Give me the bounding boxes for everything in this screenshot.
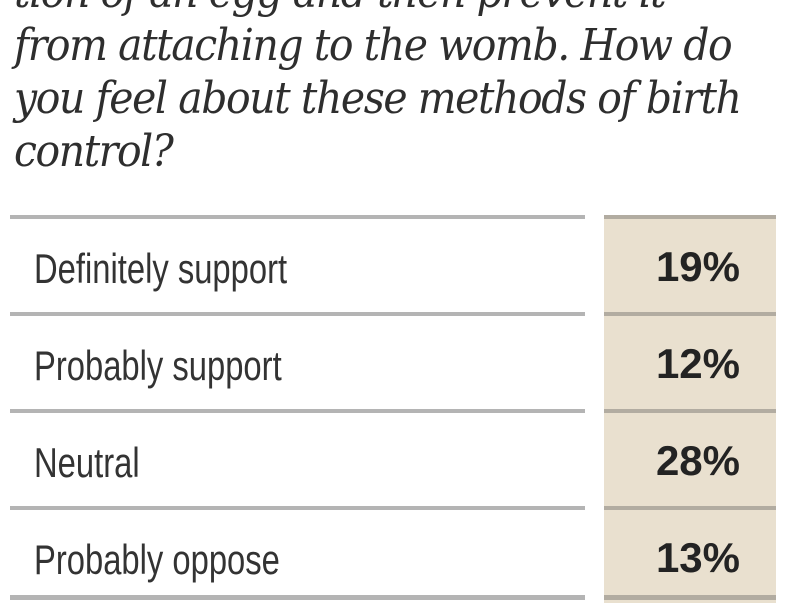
value-cell: 28% (604, 409, 776, 506)
question-line: you feel about these methods of birth (14, 73, 742, 124)
value-cell: 13% (604, 506, 776, 603)
table-row: Definitely support 19% (0, 215, 800, 312)
table-row: Probably support 12% (0, 312, 800, 409)
response-percent: 12% (655, 340, 740, 387)
question-line: control? (14, 126, 174, 177)
response-label: Neutral (34, 439, 140, 486)
table-row: Neutral 28% (0, 409, 800, 506)
response-label: Probably oppose (34, 536, 280, 583)
response-label: Definitely support (34, 245, 288, 292)
question-line: from attaching to the womb. How do (14, 20, 733, 71)
results-table: Definitely support 19% Probably support … (0, 215, 800, 603)
response-percent: 19% (655, 243, 740, 290)
question-line: tion of an egg and then prevent it (14, 0, 739, 19)
label-cell: Definitely support (10, 215, 585, 312)
divider (10, 595, 585, 600)
label-cell: Neutral (10, 409, 585, 506)
divider (604, 595, 776, 600)
value-cell: 19% (604, 215, 776, 312)
table-row: Probably oppose 13% (0, 506, 800, 603)
response-percent: 13% (655, 534, 740, 581)
value-cell: 12% (604, 312, 776, 409)
label-cell: Probably support (10, 312, 585, 409)
label-cell: Probably oppose (10, 506, 585, 603)
survey-question: tion of an egg and then prevent it from … (14, 0, 794, 178)
response-label: Probably support (34, 342, 282, 389)
response-percent: 28% (655, 437, 740, 484)
